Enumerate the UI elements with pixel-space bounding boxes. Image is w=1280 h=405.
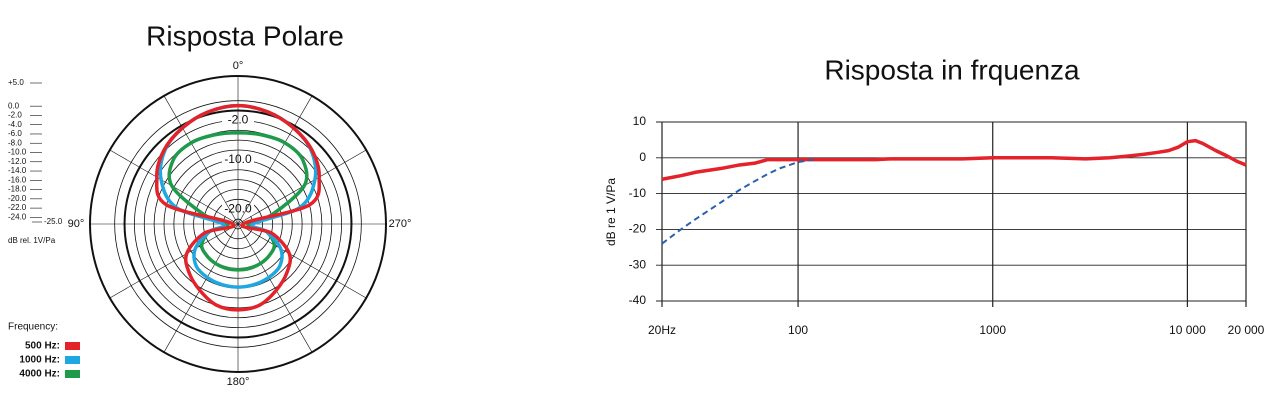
y-axis-label: dB re 1 V/Pa [604,178,618,246]
spoke [109,223,239,299]
y-tick-label: -10 [629,186,647,200]
legend-label: 1000 Hz: [19,355,60,366]
angle-label: 180° [227,376,250,388]
x-tick-label: 100 [788,323,808,337]
x-tick-label: 10 000 [1169,323,1206,337]
y-tick-label: -40 [629,293,647,307]
scale-label: -12.0 [8,157,27,166]
y-tick-label: 0 [639,150,646,164]
spoke [237,223,367,299]
chart-title: Risposta in frquenza [824,54,1080,85]
plot-frame [661,121,1247,302]
scale-label: -16.0 [8,175,27,184]
y-tick-label: 10 [633,114,647,128]
scale-label: 0.0 [8,101,20,110]
scale-label: -8.0 [8,138,22,147]
x-tick-label: 20Hz [648,323,676,337]
scale-label: -25.0 [44,217,63,226]
scale-label: -14.0 [8,166,27,175]
legend-label: 500 Hz: [25,341,60,352]
spoke [237,95,313,225]
legend-swatch [65,356,80,364]
chart-title: Risposta Polare [146,20,344,51]
scale-label: -10.0 [8,148,27,157]
scale-label: -6.0 [8,129,22,138]
scale-label: -2.0 [8,111,22,120]
y-tick-label: -20 [629,222,647,236]
line [661,138,1247,181]
polar-line [158,103,318,289]
spoke [237,223,313,353]
angle-label: 270° [389,218,412,230]
scale-label: +5.0 [8,78,24,87]
spoke [163,223,239,353]
axis-label: dB rel. 1V/Pa [8,236,56,245]
legend-swatch [65,370,80,378]
legend-label: 4000 Hz: [19,369,60,380]
x-tick-label: 20 000 [1228,323,1265,337]
spoke [163,95,239,225]
legend-title: Frequency: [8,322,58,333]
polar-line [167,130,309,272]
scale-label: -22.0 [8,203,27,212]
scale-label: -4.0 [8,120,22,129]
y-tick-label: -30 [629,257,647,271]
scale-label: -18.0 [8,185,27,194]
legend-swatch [65,342,80,350]
line [661,158,814,245]
scale-label: -24.0 [8,212,27,221]
scale-label: -20.0 [8,194,27,203]
x-tick-label: 1000 [979,323,1006,337]
polar-line [154,103,322,312]
angle-label: 90° [68,218,85,230]
angle-label: 0° [233,60,244,72]
